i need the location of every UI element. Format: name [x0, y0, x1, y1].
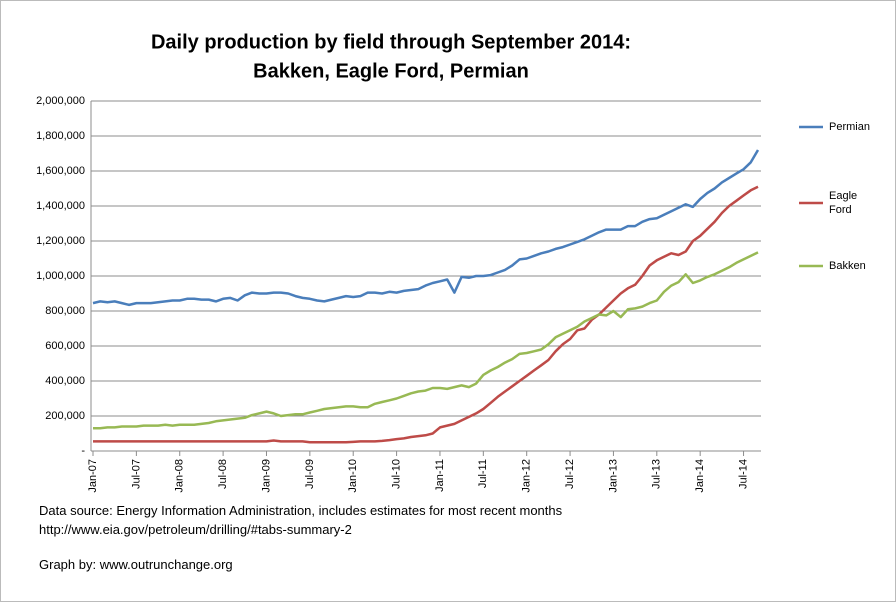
y-tick-label: 600,000 — [45, 340, 85, 352]
x-tick-label: Jul-12 — [564, 459, 576, 489]
y-tick-label: 1,400,000 — [36, 200, 85, 212]
x-tick-label: Jul-07 — [130, 459, 142, 489]
legend-label: Permian — [829, 121, 870, 133]
line — [93, 185, 759, 444]
note: Graph by: www.outrunchange.org — [39, 557, 233, 572]
y-tick-label: 1,200,000 — [36, 235, 85, 247]
note: Data source: Energy Information Administ… — [39, 503, 563, 518]
x-tick-label: Jul-08 — [217, 459, 229, 489]
chart-title: Daily production by field through Septem… — [151, 31, 631, 53]
y-tick-label: 800,000 — [45, 305, 85, 317]
x-tick-label: Jan-10 — [347, 459, 359, 493]
x-tick-label: Jul-09 — [304, 459, 316, 489]
x-tick-label: Jul-13 — [651, 459, 663, 489]
x-tick-label: Jan-14 — [694, 459, 706, 493]
x-tick-label: Jan-13 — [607, 459, 619, 493]
chart-title: Bakken, Eagle Ford, Permian — [253, 60, 529, 82]
x-tick-label: Jan-08 — [174, 459, 186, 493]
x-tick-label: Jan-11 — [434, 459, 446, 492]
x-tick-label: Jan-12 — [521, 459, 533, 493]
line — [92, 149, 760, 307]
x-tick-label: Jan-07 — [87, 459, 99, 493]
y-tick-label: 200,000 — [45, 410, 85, 422]
y-tick-label: 2,000,000 — [36, 95, 85, 107]
y-tick-label: 400,000 — [45, 375, 85, 387]
x-tick-label: Jan-09 — [260, 459, 272, 493]
x-tick-label: Jul-11 — [477, 459, 489, 488]
note: http://www.eia.gov/petroleum/drilling/#t… — [39, 522, 352, 537]
y-tick-label: 1,600,000 — [36, 165, 85, 177]
y-tick-label: - — [81, 445, 85, 457]
y-tick-label: 1,800,000 — [36, 130, 85, 142]
line — [93, 251, 759, 430]
x-tick-label: Jul-10 — [390, 459, 402, 489]
legend-label: Eagle Ford — [829, 190, 858, 216]
x-tick-label: Jul-14 — [737, 459, 749, 489]
y-tick-label: 1,000,000 — [36, 270, 85, 282]
legend-label: Bakken — [829, 260, 866, 272]
